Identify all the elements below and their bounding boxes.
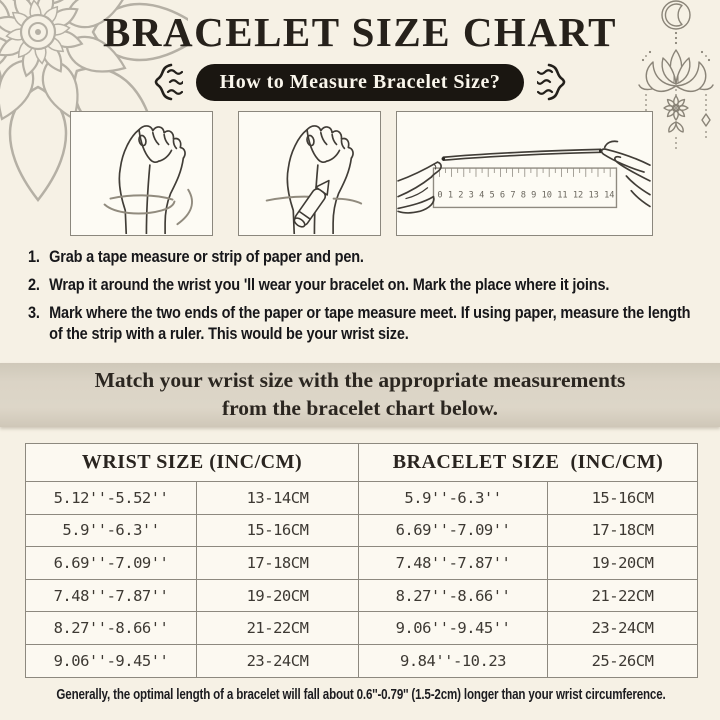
table-cell: 15-16CM — [547, 481, 698, 515]
table-row: 5.9''-6.3'' 15-16CM 6.69''-7.09'' 17-18CM — [25, 513, 698, 548]
size-table-body: 5.12''-5.52'' 13-14CM 5.9''-6.3'' 15-16CM 5.… — [25, 481, 698, 678]
fist-tape-illustration — [70, 111, 213, 236]
table-cell: 6.69''-7.09'' — [358, 513, 548, 548]
table-cell: 17-18CM — [547, 513, 698, 548]
table-cell: 13-14CM — [196, 481, 359, 515]
table-cell: 8.27''-8.66'' — [358, 578, 548, 613]
table-cell: 7.48''-7.87'' — [358, 546, 548, 580]
table-cell: 7.48''-7.87'' — [25, 578, 197, 613]
table-row: 9.06''-9.45'' 23-24CM 9.84''-10.23 25-26CM — [25, 643, 698, 678]
table-cell: 15-16CM — [196, 513, 359, 548]
table-cell: 8.27''-8.66'' — [25, 611, 197, 645]
table-cell: 5.12''-5.52'' — [25, 481, 197, 515]
ornament-left-icon — [154, 63, 183, 101]
instruction-step-3: 3. Mark where the two ends of the paper … — [28, 303, 700, 345]
table-cell: 23-24CM — [196, 643, 359, 678]
footer-note: Generally, the optimal length of a brace… — [56, 687, 666, 703]
how-to-measure-badge: How to Measure Bracelet Size? — [195, 63, 525, 101]
table-cell: 23-24CM — [547, 611, 698, 645]
instruction-list: 1. Grab a tape measure or strip of paper… — [28, 247, 700, 352]
size-chart-table: WRIST SIZE (INC/CM) BRACELET SIZE (INC/C… — [25, 443, 698, 678]
table-row: 8.27''-8.66'' 21-22CM 9.06''-9.45'' 23-24CM — [25, 611, 698, 645]
table-cell: 21-22CM — [547, 578, 698, 613]
step-number: 1. — [28, 248, 40, 266]
table-cell: 9.06''-9.45'' — [358, 611, 548, 645]
instruction-step-1: 1. Grab a tape measure or strip of paper… — [28, 247, 700, 268]
ruler-hands-illustration: 0 1 2 3 4 5 6 7 8 9 10 11 12 13 14 — [396, 111, 653, 236]
banner-line-1: Match your wrist size with the appropria… — [94, 368, 626, 393]
table-cell: 5.9''-6.3'' — [25, 513, 197, 548]
ornament-right-icon — [537, 63, 566, 101]
badge-row: How to Measure Bracelet Size? — [0, 60, 720, 104]
table-cell: 6.69''-7.09'' — [25, 546, 197, 580]
wrist-size-header: WRIST SIZE (INC/CM) — [25, 443, 359, 482]
table-cell: 19-20CM — [547, 546, 698, 580]
table-cell: 21-22CM — [196, 611, 359, 645]
table-cell: 5.9''-6.3'' — [358, 481, 548, 515]
table-row: 5.12''-5.52'' 13-14CM 5.9''-6.3'' 15-16CM — [25, 481, 698, 515]
bracelet-size-header: BRACELET SIZE (INC/CM) — [358, 443, 698, 482]
step-text: Wrap it around the wrist you 'll wear yo… — [49, 276, 610, 295]
step-number: 3. — [28, 304, 40, 323]
table-header-row: WRIST SIZE (INC/CM) BRACELET SIZE (INC/C… — [25, 443, 698, 482]
instruction-step-2: 2. Wrap it around the wrist you 'll wear… — [28, 275, 700, 296]
table-cell: 17-18CM — [196, 546, 359, 580]
fist-pen-illustration — [238, 111, 381, 236]
step-text: Mark where the two ends of the paper or … — [49, 304, 691, 344]
table-cell: 9.84''-10.23 — [358, 643, 548, 678]
page-title: BRACELET SIZE CHART — [103, 9, 617, 55]
table-cell: 9.06''-9.45'' — [25, 643, 197, 678]
ruler-numbers: 0 1 2 3 4 5 6 7 8 9 10 11 12 13 14 — [437, 191, 614, 201]
table-cell: 25-26CM — [547, 643, 698, 678]
step-text: Grab a tape measure or strip of paper an… — [49, 248, 364, 266]
table-cell: 19-20CM — [196, 578, 359, 613]
banner-line-2: from the bracelet chart below. — [221, 396, 499, 420]
table-row: 7.48''-7.87'' 19-20CM 8.27''-8.66'' 21-22CM — [25, 578, 698, 613]
table-row: 6.69''-7.09'' 17-18CM 7.48''-7.87'' 19-20CM — [25, 546, 698, 580]
step-number: 2. — [28, 276, 40, 295]
match-size-banner: Match your wrist size with the appropria… — [0, 363, 720, 427]
